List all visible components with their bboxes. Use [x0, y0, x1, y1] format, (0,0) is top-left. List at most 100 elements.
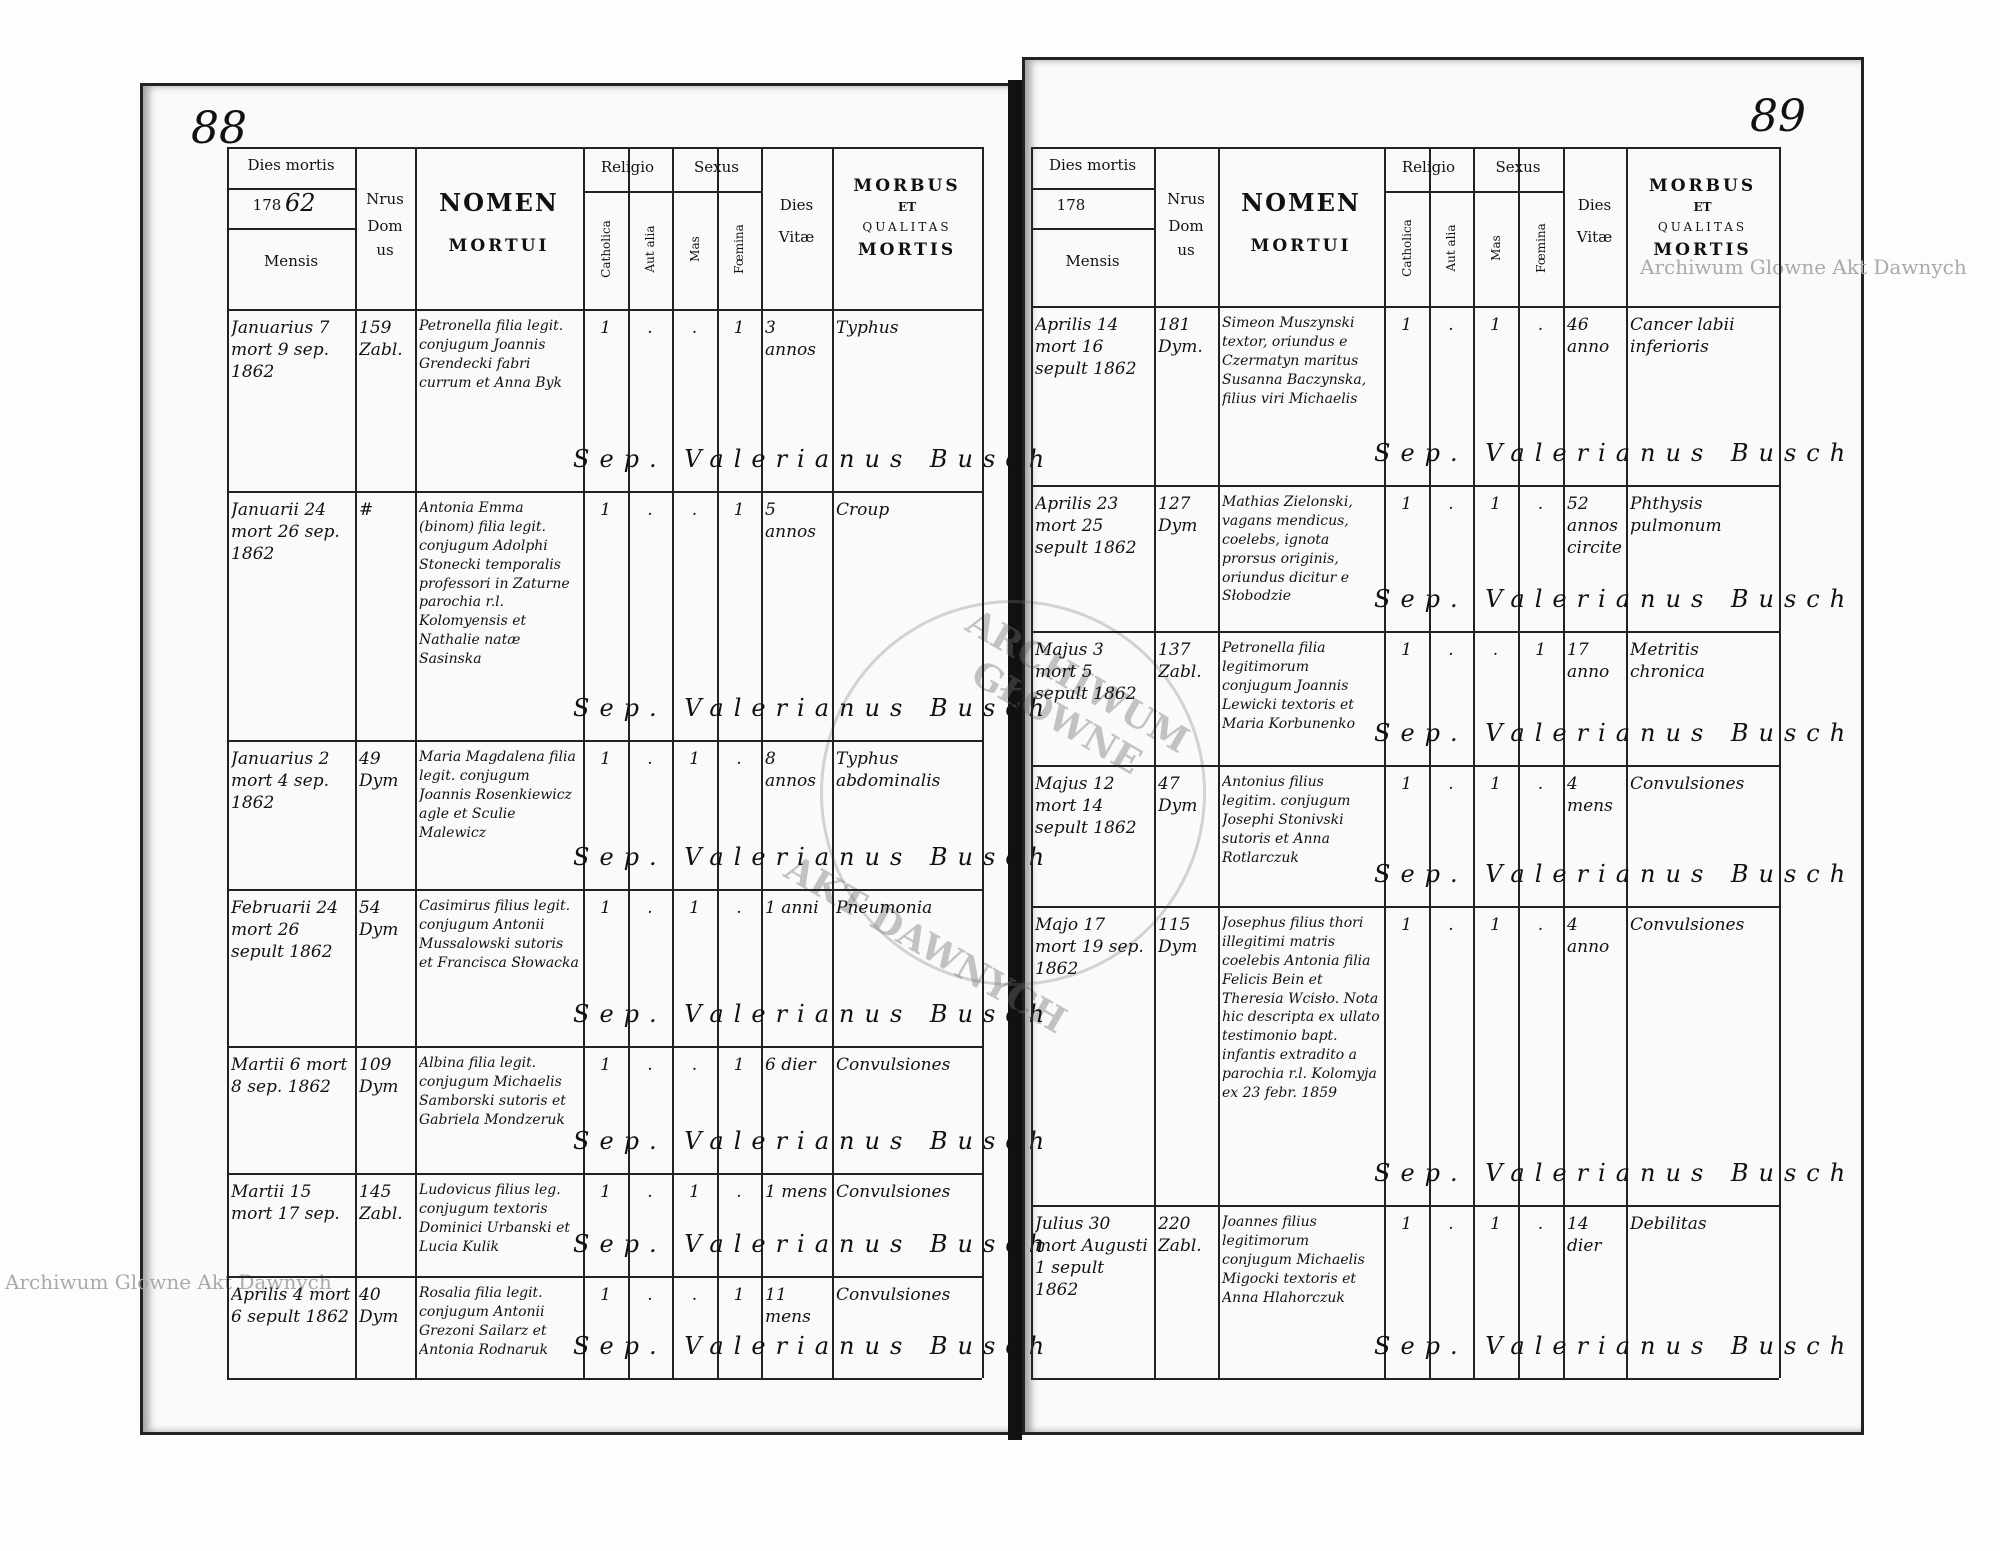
- entry-vitae: 5 annos: [765, 500, 816, 543]
- entry-catholica: 1: [600, 1055, 611, 1075]
- entry-morbus: Typhus abdominalis: [836, 749, 941, 792]
- header-label: Sexus: [694, 158, 739, 176]
- burial-signature: Sep. Valerianus Busch: [573, 1127, 1055, 1155]
- entry-aut-alia: .: [647, 1055, 653, 1075]
- entry-morbus: Cancer labii inferioris: [1630, 315, 1735, 358]
- column-rule: [1626, 147, 1628, 1378]
- entry-domus: 54 Dym: [359, 898, 399, 941]
- entry-mas: 1: [1490, 774, 1501, 794]
- burial-signature: Sep. Valerianus Busch: [1374, 439, 1856, 467]
- entry-mensis: Majus 12 mort 14 sepult 1862: [1035, 774, 1137, 839]
- entry-catholica: 1: [1401, 774, 1412, 794]
- entry-aut-alia: .: [1448, 774, 1454, 794]
- entry-morbus: Convulsiones: [836, 1055, 951, 1075]
- header-label: Aut alia: [643, 225, 657, 273]
- entry-foemina: .: [1537, 774, 1544, 794]
- entry-nomen: Rosalia filia legit. conjugum Antonii Gr…: [419, 1285, 548, 1358]
- entry-morbus: Convulsiones: [836, 1285, 951, 1305]
- header-label: Mas: [687, 236, 702, 262]
- entry-catholica: 1: [1401, 1214, 1412, 1234]
- entry-foemina: 1: [733, 1055, 745, 1075]
- entry-vitae: 46 anno: [1567, 315, 1610, 358]
- entry-foemina: .: [1537, 494, 1544, 514]
- entry-vitae: 3 annos: [765, 318, 816, 361]
- row-rule: [1031, 306, 1779, 308]
- column-rule: [355, 147, 357, 1378]
- entry-morbus: Pneumonia: [836, 898, 933, 918]
- entry-mensis: Februarii 24 mort 26 sepult 1862: [231, 898, 339, 963]
- entry-mensis: Januarius 2 mort 4 sep. 1862: [231, 749, 330, 814]
- header-label: Catholica: [598, 220, 613, 278]
- column-rule: [1384, 147, 1386, 1378]
- entry-nomen: Albina filia legit. conjugum Michaelis S…: [419, 1055, 566, 1128]
- header-rule: [1384, 191, 1563, 193]
- header-label: MORBUS: [853, 176, 961, 196]
- burial-signature: Sep. Valerianus Busch: [573, 843, 1055, 871]
- entry-aut-alia: .: [647, 500, 653, 520]
- entry-vitae: 8 annos: [765, 749, 816, 792]
- entry-mensis: Januarius 7 mort 9 sep. 1862: [231, 318, 330, 383]
- entry-morbus: Convulsiones: [1630, 774, 1745, 794]
- row-rule: [227, 1173, 982, 1175]
- entry-mensis: Martii 6 mort 8 sep. 1862: [231, 1055, 348, 1098]
- entry-nomen: Josephus filius thori illegitimi matris …: [1222, 915, 1380, 1102]
- entry-nomen: Petronella filia legitimorum conjugum Jo…: [1222, 640, 1356, 732]
- entry-morbus: Convulsiones: [1630, 915, 1745, 935]
- header-label: ET: [897, 200, 917, 214]
- entry-morbus: Phthysis pulmonum: [1630, 494, 1722, 537]
- column-rule: [1218, 147, 1220, 1378]
- header-rule: [1473, 147, 1475, 191]
- column-rule: [583, 147, 585, 1378]
- header-label: Fœmina: [732, 224, 746, 274]
- entry-vitae: 11 mens: [765, 1285, 811, 1326]
- entry-nomen: Antonia Emma (binom) filia legit. conjug…: [419, 500, 570, 668]
- header-rule: [227, 228, 355, 230]
- header-label: Dies mortis: [247, 156, 335, 174]
- header-rule: [583, 191, 761, 193]
- watermark: Archiwum Glowne Akt Dawnych: [1640, 255, 1967, 279]
- header-label: Mas: [1488, 234, 1503, 261]
- entry-vitae: 14 dier: [1567, 1214, 1602, 1257]
- entry-domus: 220 Zabl.: [1158, 1214, 1202, 1257]
- entry-mas: .: [691, 1055, 698, 1075]
- row-rule: [1031, 631, 1779, 633]
- entry-domus: 127 Dym: [1158, 494, 1198, 537]
- column-rule: [1031, 147, 1033, 1378]
- column-rule: [1518, 147, 1520, 1378]
- header-label: MORTUI: [1250, 236, 1352, 256]
- entry-morbus: Typhus: [836, 318, 899, 338]
- header-label: Vitæ: [1576, 228, 1613, 246]
- row-rule: [1031, 485, 1779, 487]
- entry-catholica: 1: [1401, 640, 1412, 660]
- entry-catholica: 1: [600, 749, 611, 769]
- entry-mas: 1: [1490, 315, 1501, 335]
- entry-domus: 115 Dym: [1158, 915, 1198, 958]
- entry-foemina: 1: [733, 318, 745, 338]
- header-label: Vitæ: [778, 228, 815, 246]
- row-rule: [1031, 906, 1779, 908]
- entry-mas: 1: [1490, 1214, 1501, 1234]
- header-label: MORTUI: [448, 236, 550, 256]
- header-label: QUALITAS: [862, 220, 952, 234]
- column-rule: [982, 147, 984, 1378]
- entry-nomen: Maria Magdalena filia legit. conjugum Jo…: [419, 749, 576, 841]
- header-label: NOMEN: [1241, 188, 1361, 217]
- header-label: MORTIS: [1653, 240, 1752, 260]
- entry-mas: .: [691, 1285, 698, 1305]
- header-label: Nrus: [366, 190, 404, 208]
- entry-domus: 49 Dym: [359, 749, 399, 792]
- burial-signature: Sep. Valerianus Busch: [573, 1000, 1055, 1028]
- entry-vitae: 4 anno: [1567, 915, 1610, 958]
- column-rule: [1473, 147, 1475, 1378]
- burial-signature: Sep. Valerianus Busch: [573, 445, 1055, 473]
- burial-signature: Sep. Valerianus Busch: [1374, 1332, 1856, 1360]
- entry-foemina: .: [736, 1182, 742, 1202]
- entry-domus: 145 Zabl.: [359, 1182, 403, 1224]
- entry-mas: 1: [1490, 494, 1501, 514]
- row-rule: [227, 491, 982, 493]
- spine: [1008, 80, 1022, 1440]
- entry-foemina: .: [736, 898, 742, 918]
- entry-morbus: Metritis chronica: [1630, 640, 1705, 683]
- row-rule: [227, 740, 982, 742]
